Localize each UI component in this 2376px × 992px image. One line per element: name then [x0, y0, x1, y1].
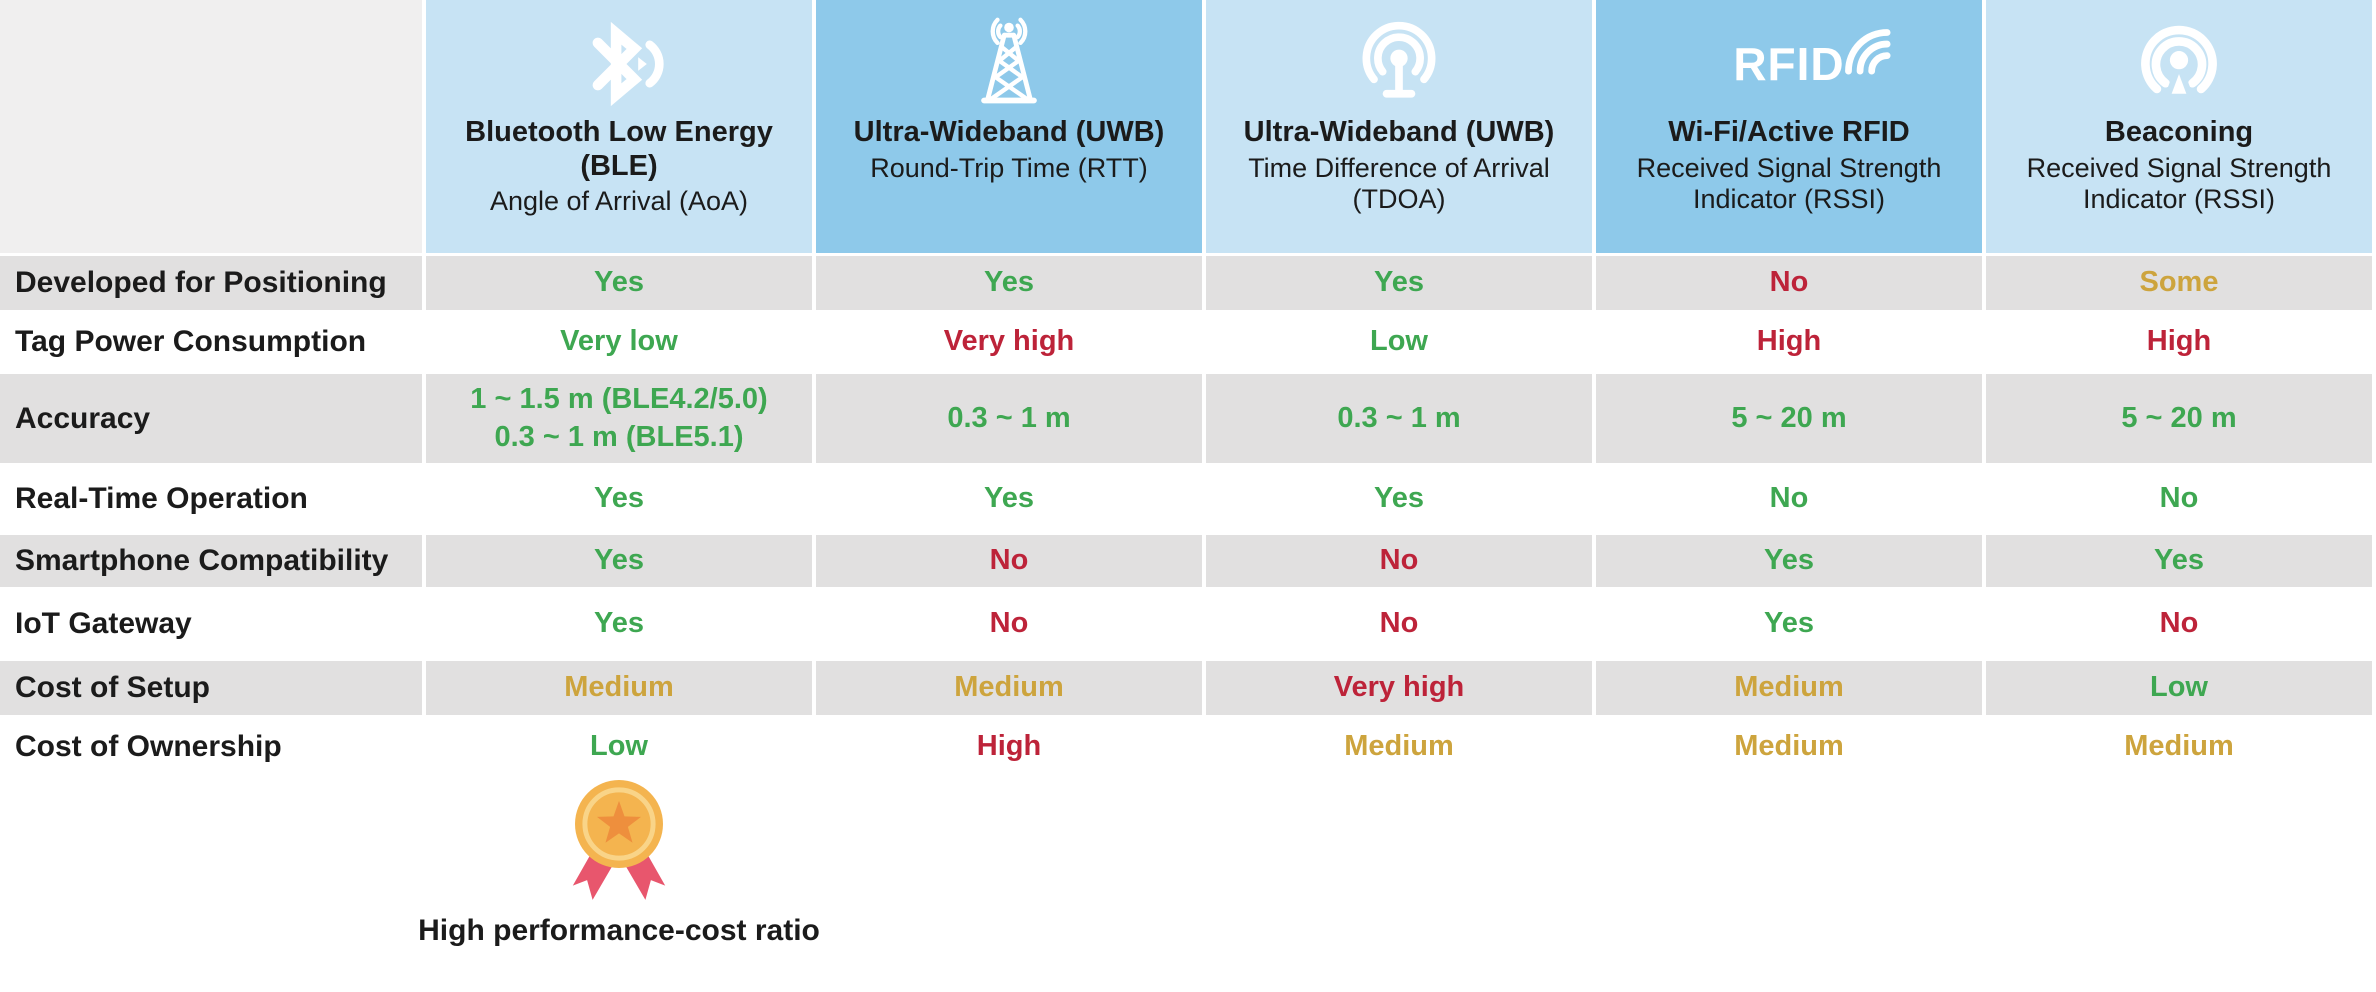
cell-value: 0.3 ~ 1 m: [1206, 374, 1592, 463]
row-label: Cost of Ownership: [15, 729, 282, 763]
beacon-icon: [2131, 12, 2227, 116]
cell-value: 5 ~ 20 m: [1596, 374, 1982, 463]
row-label: Smartphone Compatibility: [0, 535, 422, 587]
cell-value: Medium: [426, 661, 812, 715]
column-title: Wi-Fi/Active RFID: [1668, 116, 1910, 148]
comparison-table: Bluetooth Low Energy (BLE) Angle of Arri…: [0, 0, 2372, 763]
cell-value: No: [1596, 256, 1982, 310]
column-header-beaconing: Beaconing Received Signal Strength Indic…: [1986, 0, 2372, 253]
cell-value: Medium: [1734, 729, 1844, 762]
cell-value: Yes: [594, 482, 644, 515]
cell-value: Yes: [594, 607, 644, 640]
cell-value: No: [816, 535, 1202, 587]
cell-value: Very high: [943, 325, 1075, 358]
cell-value: Yes: [1986, 535, 2372, 587]
cell-value: Yes: [984, 482, 1034, 515]
cell-value: Low: [1370, 325, 1428, 358]
cell-value: High: [1756, 325, 1822, 358]
column-header-ble: Bluetooth Low Energy (BLE) Angle of Arri…: [426, 0, 812, 253]
cell-value: Yes: [1596, 535, 1982, 587]
column-header-uwb-rtt: Ultra-Wideband (UWB) Round-Trip Time (RT…: [816, 0, 1202, 253]
radio-tower-icon: [961, 12, 1057, 116]
column-header-uwb-tdoa: Ultra-Wideband (UWB) Time Difference of …: [1206, 0, 1592, 253]
cell-value: Some: [1986, 256, 2372, 310]
row-label: Real-Time Operation: [15, 482, 308, 515]
column-subtitle: Received Signal Strength Indicator (RSSI…: [2026, 152, 2332, 214]
rfid-icon: RFID: [1733, 12, 1891, 116]
cell-value: High: [2146, 325, 2212, 358]
cell-value: Yes: [426, 256, 812, 310]
cell-value: Medium: [1596, 661, 1982, 715]
cell-value: No: [2159, 607, 2199, 640]
cell-value: 1 ~ 1.5 m (BLE4.2/5.0) 0.3 ~ 1 m (BLE5.1…: [426, 374, 812, 463]
medal-icon: [572, 780, 666, 900]
cell-value: No: [1379, 607, 1419, 640]
cell-value: Medium: [816, 661, 1202, 715]
badge-caption: High performance-cost ratio: [418, 914, 820, 947]
column-subtitle: Angle of Arrival (AoA): [489, 186, 749, 217]
row-label: Accuracy: [0, 374, 422, 463]
cell-value: No: [1206, 535, 1592, 587]
column-title: Bluetooth Low Energy (BLE): [465, 116, 773, 182]
bluetooth-icon: [571, 12, 667, 116]
column-title: Ultra-Wideband (UWB): [853, 116, 1165, 148]
column-title: Ultra-Wideband (UWB): [1243, 116, 1555, 148]
best-value-badge: High performance-cost ratio: [418, 780, 820, 948]
cell-value: High: [976, 729, 1042, 762]
row-label: Cost of Setup: [0, 661, 422, 715]
column-title: Beaconing: [2104, 116, 2254, 148]
cell-value: Yes: [1374, 482, 1424, 515]
cell-value: Yes: [816, 256, 1202, 310]
cell-value: Medium: [2124, 729, 2234, 762]
corner-cell: [0, 0, 422, 253]
cell-value: 0.3 ~ 1 m: [816, 374, 1202, 463]
cell-value: Yes: [426, 535, 812, 587]
cell-value: Very high: [1206, 661, 1592, 715]
column-header-wifi-rfid: RFID Wi-Fi/Active RFID Received Signal S…: [1596, 0, 1982, 253]
cell-value: Low: [590, 729, 648, 762]
cell-value: No: [989, 607, 1029, 640]
cell-value: No: [2159, 482, 2199, 515]
cell-value: Yes: [1764, 607, 1814, 640]
column-subtitle: Time Difference of Arrival (TDOA): [1248, 152, 1550, 214]
cell-value: Medium: [1344, 729, 1454, 762]
cell-value: Low: [1986, 661, 2372, 715]
row-label: Developed for Positioning: [0, 256, 422, 310]
cell-value: No: [1769, 482, 1809, 515]
column-subtitle: Received Signal Strength Indicator (RSSI…: [1636, 152, 1942, 214]
cell-value: Yes: [1206, 256, 1592, 310]
row-label: IoT Gateway: [15, 607, 192, 640]
row-label: Tag Power Consumption: [15, 325, 367, 358]
cell-value: Very low: [560, 325, 678, 358]
antenna-icon: [1351, 12, 1447, 116]
column-subtitle: Round-Trip Time (RTT): [870, 152, 1148, 183]
cell-value: 5 ~ 20 m: [1986, 374, 2372, 463]
rfid-icon-text: RFID: [1733, 38, 1845, 90]
